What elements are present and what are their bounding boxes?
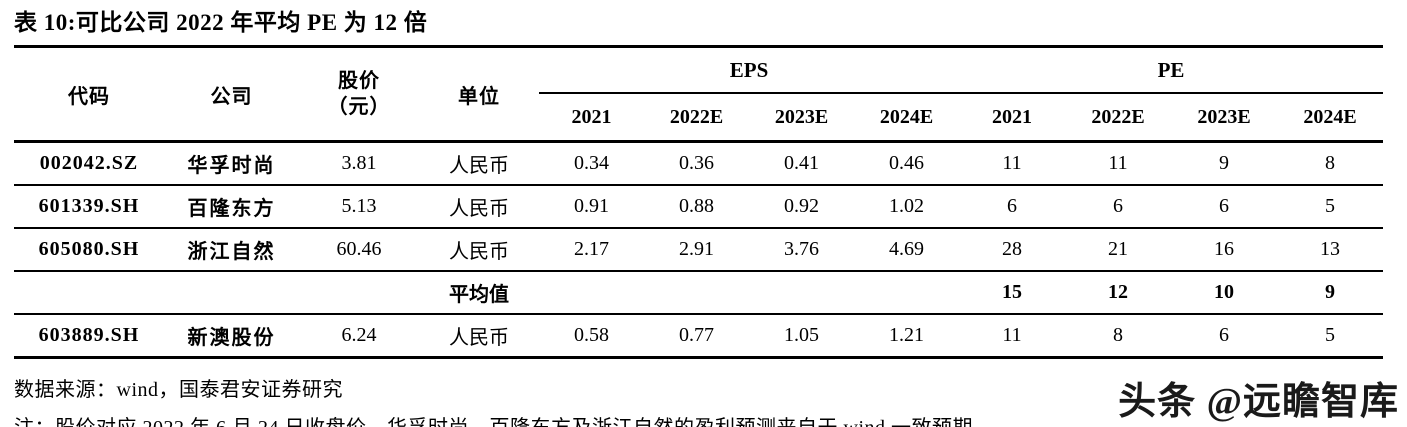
cell-company: 百隆东方: [164, 185, 299, 229]
col-group-eps: EPS: [539, 46, 960, 94]
cell-code: [14, 271, 164, 315]
cell-pe-1: 21: [1065, 228, 1172, 272]
col-header-price-line1: 股价: [338, 70, 380, 92]
average-label: 平均值: [419, 271, 539, 315]
col-header-eps-2024e: 2024E: [854, 93, 960, 143]
cell-pe-2: 16: [1171, 228, 1278, 272]
cell-eps-3: 0.46: [854, 141, 960, 186]
col-header-pe-2022e: 2022E: [1065, 93, 1172, 143]
cell-eps-1: [644, 271, 749, 315]
cell-eps-2: 3.76: [749, 228, 854, 272]
col-group-pe: PE: [959, 46, 1384, 94]
cell-pe-0: 6: [959, 185, 1066, 229]
cell-pe-1: 11: [1065, 141, 1172, 186]
cell-pe-0: 11: [959, 314, 1066, 359]
cell-company: 浙江自然: [164, 228, 299, 272]
cell-eps-0: 0.58: [539, 314, 644, 359]
cell-unit: 人民币: [419, 185, 539, 229]
cell-eps-1: 0.77: [644, 314, 749, 359]
cell-eps-1: 0.88: [644, 185, 749, 229]
cell-unit: 人民币: [419, 228, 539, 272]
cell-pe-3: 5: [1277, 314, 1384, 359]
average-row: 平均值 15 12 10 9: [14, 271, 1384, 315]
col-header-unit: 单位: [419, 46, 539, 143]
cell-eps-1: 2.91: [644, 228, 749, 272]
cell-avg-pe-2: 10: [1171, 271, 1278, 315]
cell-eps-2: 0.92: [749, 185, 854, 229]
cell-price: 5.13: [299, 185, 419, 229]
cell-code: 002042.SZ: [14, 141, 164, 186]
cell-pe-3: 5: [1277, 185, 1384, 229]
cell-eps-0: 2.17: [539, 228, 644, 272]
col-header-pe-2021: 2021: [959, 93, 1066, 143]
col-header-eps-2023e: 2023E: [749, 93, 854, 143]
col-header-pe-2024e: 2024E: [1277, 93, 1384, 143]
cell-code: 603889.SH: [14, 314, 164, 359]
cell-price: [299, 271, 419, 315]
watermark: 头条 @远瞻智库: [1118, 381, 1399, 423]
cell-pe-2: 6: [1171, 314, 1278, 359]
col-header-company: 公司: [164, 46, 299, 143]
col-header-pe-2023e: 2023E: [1171, 93, 1278, 143]
cell-company: [164, 271, 299, 315]
cell-eps-3: 1.02: [854, 185, 960, 229]
table-row: 601339.SH 百隆东方 5.13 人民币 0.91 0.88 0.92 1.02 6 6 6 5: [14, 185, 1384, 229]
cell-eps-0: 0.34: [539, 141, 644, 186]
cell-price: 6.24: [299, 314, 419, 359]
cell-eps-3: 1.21: [854, 314, 960, 359]
cell-eps-1: 0.36: [644, 141, 749, 186]
cell-code: 601339.SH: [14, 185, 164, 229]
cell-pe-1: 6: [1065, 185, 1172, 229]
cell-pe-3: 8: [1277, 141, 1384, 186]
cell-pe-2: 9: [1171, 141, 1278, 186]
table-title: 表 10:可比公司 2022 年平均 PE 为 12 倍: [14, 10, 428, 35]
cell-company: 新澳股份: [164, 314, 299, 359]
cell-pe-2: 6: [1171, 185, 1278, 229]
cell-eps-2: 0.41: [749, 141, 854, 186]
comparable-companies-table: 代码 公司 股价 （元） 单位 EPS PE 2021 2022E 2023E 202…: [14, 45, 1384, 359]
cell-avg-pe-1: 12: [1065, 271, 1172, 315]
cell-eps-2: [749, 271, 854, 315]
cell-avg-pe-0: 15: [959, 271, 1066, 315]
cell-pe-0: 11: [959, 141, 1066, 186]
col-header-eps-2022e: 2022E: [644, 93, 749, 143]
table-row: 603889.SH 新澳股份 6.24 人民币 0.58 0.77 1.05 1.21 11 8 6…: [14, 314, 1384, 359]
cell-pe-0: 28: [959, 228, 1066, 272]
cell-eps-0: [539, 271, 644, 315]
table-row: 605080.SH 浙江自然 60.46 人民币 2.17 2.91 3.76 4.69 28 2…: [14, 228, 1384, 272]
col-header-code: 代码: [14, 46, 164, 143]
cell-unit: 人民币: [419, 314, 539, 359]
col-header-eps-2021: 2021: [539, 93, 644, 143]
cell-code: 605080.SH: [14, 228, 164, 272]
cell-eps-3: [854, 271, 960, 315]
col-header-price-line2: （元）: [327, 96, 391, 118]
note-line: 注：股价对应 2022 年 6 月 24 日收盘价，华孚时尚、百隆东方及浙江自然…: [14, 411, 1407, 427]
cell-unit: 人民币: [419, 141, 539, 186]
cell-eps-3: 4.69: [854, 228, 960, 272]
table-row: 002042.SZ 华孚时尚 3.81 人民币 0.34 0.36 0.41 0.46 11 11…: [14, 141, 1384, 186]
cell-pe-1: 8: [1065, 314, 1172, 359]
cell-eps-2: 1.05: [749, 314, 854, 359]
cell-price: 3.81: [299, 141, 419, 186]
col-header-price: 股价 （元）: [299, 46, 419, 143]
cell-avg-pe-3: 9: [1277, 271, 1384, 315]
cell-eps-0: 0.91: [539, 185, 644, 229]
data-source-line: 数据来源：wind，国泰君安证券研究: [14, 379, 343, 401]
cell-company: 华孚时尚: [164, 141, 299, 186]
cell-pe-3: 13: [1277, 228, 1384, 272]
cell-price: 60.46: [299, 228, 419, 272]
